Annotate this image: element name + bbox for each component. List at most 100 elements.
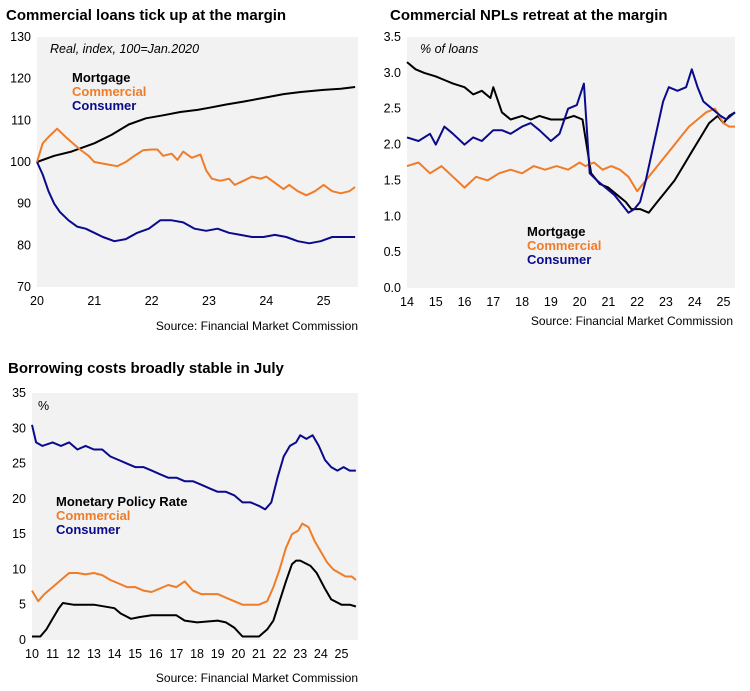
x-tick-label: 12 — [66, 647, 80, 661]
x-tick-label: 17 — [169, 647, 183, 661]
x-tick-label: 10 — [25, 647, 39, 661]
x-tick-label: 21 — [87, 294, 101, 308]
y-tick-label: 2.0 — [384, 138, 401, 152]
x-tick-label: 14 — [108, 647, 122, 661]
x-axis-ticks: 14 15 16 17 18 19 20 21 22 23 24 25 — [400, 295, 730, 309]
legend-entry-commercial: Commercial — [72, 84, 146, 99]
y-tick-label: 90 — [17, 197, 31, 211]
x-tick-label: 11 — [46, 647, 59, 661]
unit-note: Real, index, 100=Jan.2020 — [50, 42, 199, 56]
y-tick-label: 3.0 — [384, 66, 401, 80]
legend-entry-monetary-policy-rate: Monetary Policy Rate — [56, 494, 188, 509]
x-axis-ticks: 20 21 22 23 24 25 — [30, 294, 331, 308]
chart-borrowing-costs: Borrowing costs broadly stable in July %… — [8, 360, 358, 685]
x-tick-label: 23 — [202, 294, 216, 308]
y-tick-label: 35 — [12, 386, 26, 400]
x-tick-label: 19 — [211, 647, 225, 661]
series-lines — [31, 424, 357, 638]
x-tick-label: 21 — [601, 295, 615, 309]
y-tick-label: 1.0 — [384, 209, 401, 223]
source-note: Source: Financial Market Commission — [531, 314, 733, 328]
series-line-commercial — [406, 107, 735, 193]
series-line-mortgage — [406, 61, 736, 214]
x-axis-ticks: 10 11 12 13 14 15 16 17 18 19 20 21 22 23 24 25 — [25, 647, 348, 661]
x-tick-label: 19 — [544, 295, 558, 309]
y-tick-label: 100 — [10, 155, 31, 169]
x-tick-label: 25 — [335, 647, 349, 661]
x-tick-label: 15 — [429, 295, 443, 309]
plot-area — [32, 393, 358, 640]
series-line-mortgage — [36, 86, 356, 163]
legend-entry-consumer: Consumer — [72, 98, 136, 113]
source-note: Source: Financial Market Commission — [156, 671, 358, 685]
x-tick-label: 22 — [630, 295, 644, 309]
x-tick-label: 23 — [293, 647, 307, 661]
series-line-consumer — [36, 161, 356, 245]
y-tick-label: 0 — [19, 633, 26, 647]
y-tick-label: 15 — [12, 527, 26, 541]
x-tick-label: 16 — [149, 647, 163, 661]
y-tick-label: 1.5 — [384, 173, 401, 187]
y-tick-label: 20 — [12, 492, 26, 506]
y-tick-label: 80 — [17, 238, 31, 252]
x-tick-label: 20 — [231, 647, 245, 661]
y-tick-label: 110 — [11, 113, 31, 127]
legend-entry-consumer: Consumer — [56, 522, 120, 537]
y-tick-label: 70 — [17, 280, 31, 294]
x-tick-label: 24 — [314, 647, 328, 661]
y-tick-label: 3.5 — [384, 30, 401, 44]
x-tick-label: 17 — [486, 295, 500, 309]
chart-commercial-npls: Commercial NPLs retreat at the margin % … — [384, 7, 736, 328]
y-tick-label: 120 — [10, 72, 31, 86]
y-tick-label: 0.5 — [384, 245, 401, 259]
y-tick-label: 10 — [12, 562, 26, 576]
x-tick-label: 25 — [317, 294, 331, 308]
series-lines — [36, 86, 356, 245]
x-tick-label: 14 — [400, 295, 414, 309]
x-tick-label: 20 — [30, 294, 44, 308]
y-axis-ticks: 70 80 90 100 110 120 130 — [10, 30, 31, 294]
series-lines — [406, 61, 736, 214]
x-tick-label: 25 — [717, 295, 731, 309]
y-tick-label: 2.5 — [384, 102, 401, 116]
source-note: Source: Financial Market Commission — [156, 319, 358, 333]
x-tick-label: 20 — [573, 295, 587, 309]
chart-commercial-loans: Commercial loans tick up at the margin R… — [6, 7, 358, 333]
unit-note: % of loans — [420, 42, 478, 56]
y-axis-ticks: 0 5 10 15 20 25 30 35 — [12, 386, 26, 647]
x-tick-label: 18 — [515, 295, 529, 309]
y-tick-label: 5 — [19, 598, 26, 612]
y-tick-label: 0.0 — [384, 281, 401, 295]
legend-entry-consumer: Consumer — [527, 252, 591, 267]
series-line-monetary-policy-rate — [32, 559, 357, 638]
y-axis-ticks: 0.0 0.5 1.0 1.5 2.0 2.5 3.0 3.5 — [384, 30, 401, 295]
y-tick-label: 25 — [12, 457, 26, 471]
x-tick-label: 23 — [659, 295, 673, 309]
series-line-commercial — [31, 522, 357, 606]
chart-title: Commercial NPLs retreat at the margin — [390, 7, 668, 24]
x-tick-label: 21 — [252, 647, 266, 661]
series-line-commercial — [36, 127, 356, 197]
x-tick-label: 13 — [87, 647, 101, 661]
y-tick-label: 130 — [10, 30, 31, 44]
legend-entry-commercial: Commercial — [527, 238, 601, 253]
series-line-consumer — [406, 68, 736, 214]
y-tick-label: 30 — [12, 421, 26, 435]
chart-title: Borrowing costs broadly stable in July — [8, 360, 285, 377]
series-line-consumer — [31, 424, 356, 511]
x-tick-label: 22 — [273, 647, 287, 661]
x-tick-label: 24 — [259, 294, 273, 308]
legend-entry-mortgage: Mortgage — [72, 70, 131, 85]
x-tick-label: 16 — [458, 295, 472, 309]
x-tick-label: 15 — [128, 647, 142, 661]
plot-area — [37, 37, 358, 287]
x-tick-label: 18 — [190, 647, 204, 661]
legend-entry-commercial: Commercial — [56, 508, 130, 523]
x-tick-label: 24 — [688, 295, 702, 309]
legend-entry-mortgage: Mortgage — [527, 224, 586, 239]
chart-title: Commercial loans tick up at the margin — [6, 7, 286, 24]
